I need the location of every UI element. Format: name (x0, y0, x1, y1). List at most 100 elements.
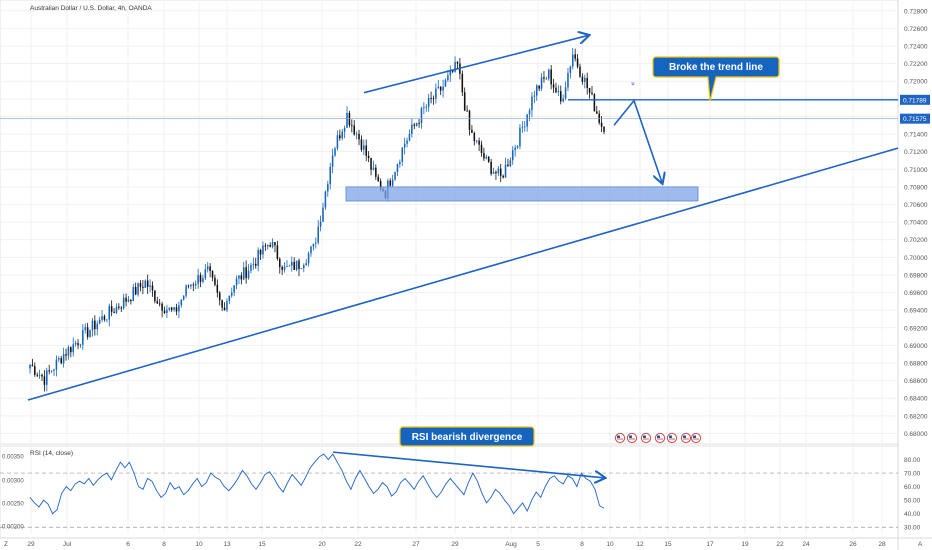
candle-body (437, 86, 440, 89)
rsi-divergence-line (332, 451, 604, 478)
y-tick-label: 0.68600 (904, 378, 928, 385)
candle-body (456, 62, 459, 64)
candle-body (497, 168, 500, 174)
candle-body (187, 285, 190, 287)
candle-body (391, 179, 394, 186)
candle-body (322, 207, 324, 222)
flag-us-icon (680, 432, 692, 444)
candle-body (406, 140, 408, 144)
level-price-text: 0.71789 (903, 97, 927, 104)
candle-body (206, 266, 209, 270)
candle-body (327, 184, 329, 192)
x-tick-label: 20 (318, 541, 326, 548)
candle-body (495, 172, 497, 174)
rsi-y-tick-label: 70.00 (904, 471, 921, 478)
candle-body (295, 260, 298, 270)
y-tick-label: 0.70600 (904, 202, 928, 209)
candle-body (531, 96, 533, 111)
candle-body (276, 245, 279, 259)
candle-body (283, 266, 286, 270)
candle-body (461, 73, 464, 93)
candle-body (435, 88, 437, 99)
flag-us-canton (683, 435, 686, 438)
candle-body (214, 277, 216, 285)
candle-body (377, 176, 380, 181)
candle-body (106, 319, 108, 321)
candle-body (543, 77, 545, 79)
candle-body (144, 280, 147, 288)
candle-body (98, 319, 101, 324)
candle-body (523, 126, 526, 128)
flag-us-icon (640, 432, 652, 444)
candle-body (360, 139, 363, 150)
candle-body (557, 91, 560, 93)
rsi-left-tick-label: 0.00200 (2, 525, 24, 531)
candle-body (252, 263, 255, 265)
x-tick-label: 15 (258, 541, 266, 548)
candle-body (158, 303, 161, 305)
rising-trend-line (27, 147, 899, 401)
candle-body (223, 307, 226, 311)
candle-body (194, 283, 197, 286)
candle-body (571, 54, 574, 67)
y-tick-label: 0.71400 (904, 132, 928, 139)
flag-us-icon (626, 432, 638, 444)
candle-body (149, 285, 151, 287)
candle-body (598, 113, 600, 123)
y-tick-label: 0.72400 (904, 44, 928, 51)
x-tick-label: 6 (126, 541, 130, 548)
flag-us-canton (657, 435, 660, 438)
y-tick-label: 0.68800 (904, 360, 928, 367)
candle-body (197, 275, 199, 284)
candle-body (72, 344, 75, 353)
candle-body (274, 242, 276, 246)
y-tick-label: 0.71200 (904, 149, 928, 156)
candle-body (259, 249, 262, 255)
candle-body (372, 167, 375, 170)
rsi-y-tick-label: 50.00 (904, 498, 921, 505)
candle-body (408, 133, 411, 141)
candle-body (576, 58, 579, 67)
candle-body (449, 70, 452, 76)
candle-body (475, 140, 478, 142)
candle-body (170, 307, 173, 310)
candle-body (266, 245, 269, 247)
x-tick-label: 28 (878, 541, 886, 548)
candle-body (473, 132, 476, 142)
candle-body (31, 364, 34, 367)
candle-body (370, 158, 372, 170)
candle-body (79, 344, 82, 346)
candle-body (65, 354, 67, 356)
callout-rsi-box (399, 426, 535, 447)
callout-trend-box (652, 56, 780, 102)
double-chevron-icon: » (629, 82, 636, 86)
candle-body (257, 249, 259, 266)
candle-body (53, 369, 55, 371)
candle-body (146, 280, 149, 287)
flag-us-icon (690, 432, 702, 444)
candle-body (341, 131, 343, 139)
candle-body (547, 69, 550, 79)
candle-body (528, 110, 531, 115)
candle-body (269, 245, 271, 247)
flag-us-canton (669, 435, 672, 438)
candle-body (358, 133, 360, 140)
rsi-title: RSI (14, close) (30, 450, 73, 457)
candle-body (331, 155, 334, 167)
candle-body (447, 75, 449, 81)
candle-body (161, 303, 163, 311)
candle-body (584, 77, 586, 82)
candle-body (559, 91, 562, 102)
x-tick-label: 8 (580, 541, 584, 548)
candle-body (86, 327, 89, 337)
candle-body (130, 299, 132, 302)
candle-body (343, 127, 346, 132)
candle-body (250, 264, 252, 271)
candle-body (552, 84, 555, 88)
candle-body (139, 283, 142, 287)
y-tick-label: 0.69600 (904, 290, 928, 297)
candle-body (67, 347, 70, 356)
candle-body (41, 374, 43, 377)
